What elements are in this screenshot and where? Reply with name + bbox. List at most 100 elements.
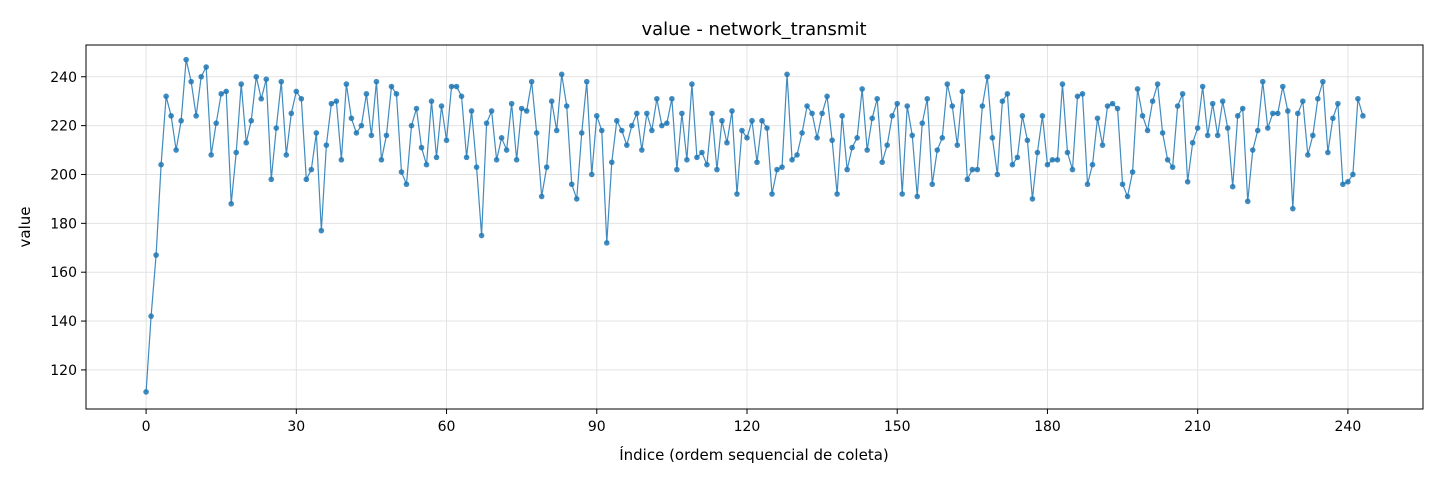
data-point [974, 166, 981, 173]
data-point [949, 103, 956, 109]
data-point [704, 161, 710, 168]
data-point [784, 71, 790, 78]
data-point [208, 152, 214, 158]
data-point [819, 110, 825, 117]
data-point [193, 113, 199, 119]
data-point [1259, 78, 1266, 85]
data-point [719, 117, 725, 124]
data-point [508, 100, 515, 107]
data-point [373, 78, 380, 85]
data-point [533, 130, 540, 136]
data-point [1124, 193, 1131, 200]
data-point [593, 113, 600, 119]
data-point [1174, 103, 1181, 109]
data-point [258, 95, 265, 102]
data-point [759, 117, 765, 124]
data-point [969, 166, 976, 173]
data-point [333, 98, 340, 104]
data-point [248, 117, 255, 124]
data-point [1179, 91, 1186, 97]
data-point [263, 76, 270, 82]
y-tick-label: 240 [50, 70, 77, 86]
data-point [418, 144, 425, 151]
data-point [228, 200, 235, 207]
data-point [729, 108, 735, 114]
data-point [603, 240, 610, 246]
data-point [398, 169, 405, 175]
data-point [143, 389, 149, 395]
data-point [914, 193, 921, 200]
data-point [338, 157, 345, 163]
data-point [634, 110, 640, 117]
data-point [734, 191, 740, 197]
data-point [1244, 198, 1251, 205]
data-point [463, 154, 470, 161]
data-point [1325, 149, 1331, 156]
data-point [629, 122, 635, 129]
data-point [308, 166, 315, 173]
data-point [859, 86, 865, 92]
data-point [183, 56, 189, 63]
data-point [498, 135, 505, 141]
data-point [1084, 181, 1091, 188]
data-point [1290, 205, 1296, 212]
data-point [438, 103, 445, 109]
data-point [1224, 125, 1231, 131]
data-point [1219, 98, 1226, 104]
y-tick-label: 180 [50, 216, 77, 232]
data-point [443, 137, 450, 144]
data-point [1134, 86, 1141, 92]
data-point [518, 105, 525, 112]
data-point [684, 157, 690, 163]
data-point [488, 108, 495, 114]
data-point [563, 103, 570, 109]
data-point [924, 95, 931, 102]
data-point [824, 93, 830, 100]
data-point [1074, 93, 1081, 100]
data-point [809, 110, 815, 117]
data-point [754, 159, 760, 166]
data-point [999, 98, 1006, 104]
data-point [1129, 169, 1136, 175]
series-layer [143, 56, 1366, 395]
data-point [548, 98, 555, 104]
data-point [458, 93, 465, 100]
data-point [1079, 91, 1086, 97]
data-point [403, 181, 410, 188]
data-point [1029, 196, 1036, 202]
data-point [814, 135, 820, 141]
data-point [188, 78, 194, 85]
data-point [1089, 161, 1096, 168]
data-point [293, 88, 300, 95]
x-tick-label: 210 [1184, 419, 1211, 435]
data-point [744, 135, 750, 141]
data-point [388, 83, 395, 90]
data-point [804, 103, 810, 109]
data-point [839, 113, 845, 119]
data-point [148, 313, 154, 319]
x-tick-label: 180 [1034, 419, 1061, 435]
data-point [478, 232, 485, 239]
data-point [238, 81, 245, 87]
data-point [1229, 183, 1236, 190]
x-axis-label: Índice (ordem sequencial de coleta) [619, 445, 889, 464]
y-tick-label: 160 [50, 265, 77, 281]
data-point [383, 132, 390, 139]
data-point [1109, 100, 1116, 107]
data-point [919, 120, 926, 126]
data-point [558, 71, 565, 78]
data-point [834, 191, 840, 197]
data-point [694, 154, 700, 161]
data-point [503, 147, 510, 153]
data-point [608, 159, 615, 166]
data-point [273, 125, 280, 131]
data-point [348, 115, 355, 122]
data-point [829, 137, 835, 144]
data-point [1184, 179, 1191, 185]
data-point [844, 166, 850, 173]
data-point [1094, 115, 1101, 122]
data-point [1119, 181, 1126, 188]
data-point [659, 122, 665, 129]
data-point [899, 191, 906, 197]
data-point [218, 91, 224, 97]
